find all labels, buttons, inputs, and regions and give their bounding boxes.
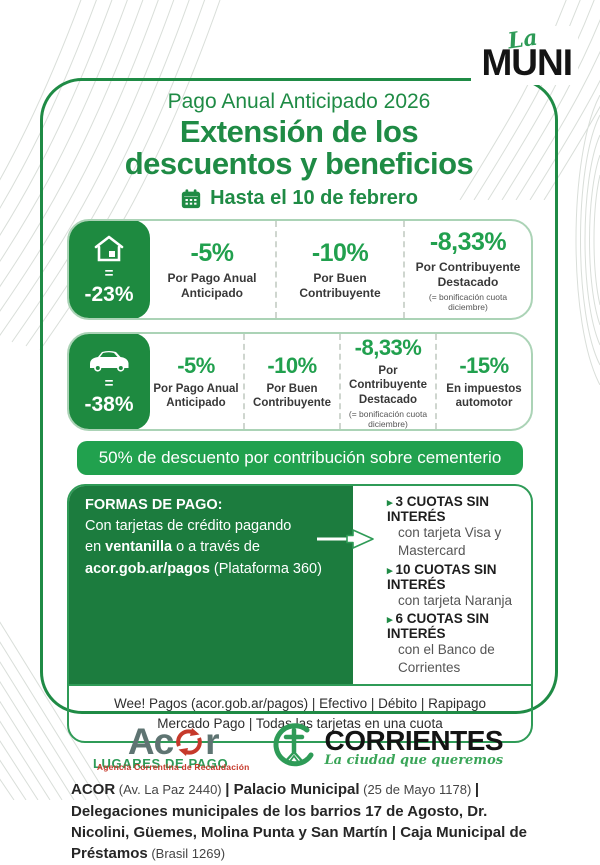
property-total-discount: -23%: [84, 283, 133, 306]
equals-sign: =: [105, 266, 114, 281]
benefit-item: -5% Por Pago Anual Anticipado: [149, 334, 243, 429]
corrientes-text: CORRIENTES La ciudad que queremos: [324, 727, 503, 768]
corrientes-tagline: La ciudad que queremos: [324, 753, 503, 768]
arrow-right-icon: [315, 526, 377, 552]
payment-url-text: acor.gob.ar/pagos: [85, 561, 210, 577]
benefit-label: Por Contribuyente Destacado: [409, 260, 527, 290]
installment-sub: con el Banco de Corrientes: [398, 641, 523, 676]
acor-tagline: Agencia Correntina de Recaudación: [97, 762, 250, 772]
acor-wordmark: Ac r: [128, 723, 219, 760]
triangle-bullet-icon: ▸: [387, 614, 393, 626]
installment-item: ▸6 CUOTAS SIN INTERÉS con el Banco de Co…: [387, 611, 523, 676]
deadline-text: Hasta el 10 de febrero: [210, 187, 418, 210]
installment-title: 6 CUOTAS SIN INTERÉS: [387, 611, 489, 641]
house-icon: [92, 234, 126, 264]
equals-sign: =: [105, 376, 114, 391]
benefit-label: Por Buen Contribuyente: [281, 271, 399, 301]
place-caja-address: (Brasil 1269): [148, 846, 225, 861]
other-methods-line1: Wee! Pagos (acor.gob.ar/pagos) | Efectiv…: [75, 694, 525, 714]
payment-places-section: LUGARES DE PAGO ACOR (Av. La Paz 2440) |…: [71, 756, 529, 864]
triangle-bullet-icon: ▸: [387, 497, 393, 509]
payment-top-row: FORMAS DE PAGO: Con tarjetas de crédito …: [69, 486, 531, 684]
benefit-label: Por Contribuyente Destacado: [345, 364, 431, 407]
page-title-line2: descuentos y beneficios: [43, 148, 555, 180]
cemetery-discount-banner: 50% de descuento por contribución sobre …: [77, 441, 523, 475]
benefit-label: Por Pago Anual Anticipado: [153, 271, 271, 301]
automotive-benefit-columns: -5% Por Pago Anual Anticipado -10% Por B…: [149, 334, 531, 429]
payment-body-line1: Con tarjetas de crédito pagando: [85, 518, 291, 534]
payment-forms-body: Con tarjetas de crédito pagando en venta…: [85, 516, 339, 579]
separator: |: [225, 781, 233, 798]
installments-list: ▸3 CUOTAS SIN INTERÉS con tarjeta Visa y…: [353, 486, 531, 684]
payment-body-ventanilla: ventanilla: [105, 539, 172, 555]
la-muni-logo: La MUNI: [471, 26, 578, 85]
automotive-total-tile: = -38%: [68, 333, 150, 430]
benefit-label: En impuestos automotor: [441, 382, 527, 411]
place-acor-address: (Av. La Paz 2440): [115, 782, 225, 797]
page-title-line1: Extensión de los: [43, 116, 555, 148]
benefit-item: -5% Por Pago Anual Anticipado: [149, 221, 275, 318]
benefit-percent: -10%: [312, 239, 368, 268]
benefit-note: (= bonificación cuota diciembre): [409, 292, 527, 312]
circular-arrows-icon: [174, 727, 204, 757]
benefit-item: -10% Por Buen Contribuyente: [243, 334, 339, 429]
place-acor: ACOR: [71, 781, 115, 798]
benefit-percent: -8,33%: [355, 335, 422, 361]
calendar-icon: [180, 188, 202, 210]
property-benefit-columns: -5% Por Pago Anual Anticipado -10% Por B…: [149, 221, 531, 318]
installment-sub: con tarjeta Visa y Mastercard: [398, 524, 523, 559]
benefit-item: -8,33% Por Contribuyente Destacado (= bo…: [403, 221, 531, 318]
installment-title: 3 CUOTAS SIN INTERÉS: [387, 494, 489, 524]
benefit-percent: -5%: [177, 353, 215, 379]
corrientes-emblem-icon: [271, 722, 317, 772]
decorative-arcs-right: [560, 95, 600, 385]
benefit-label: Por Buen Contribuyente: [249, 382, 335, 411]
car-icon: [87, 348, 131, 374]
installment-sub: con tarjeta Naranja: [398, 592, 523, 610]
flyer-page: { "colors": { "primary_green": "#1F8B45"…: [0, 0, 600, 800]
payment-forms-title: FORMAS DE PAGO:: [85, 497, 339, 513]
places-paragraph: ACOR (Av. La Paz 2440) | Palacio Municip…: [71, 779, 529, 864]
payment-body-line2-post: o a través de: [172, 539, 260, 555]
place-palacio: Palacio Municipal: [234, 781, 360, 798]
corrientes-name: CORRIENTES: [324, 727, 503, 755]
separator: |: [392, 824, 400, 841]
benefit-note: (= bonificación cuota diciembre): [345, 409, 431, 429]
automotive-benefits-card: = -38% -5% Por Pago Anual Anticipado -10…: [67, 332, 533, 431]
footer-logos: Ac r Agencia Correntina de Recaudación C…: [0, 722, 600, 772]
installment-item: ▸10 CUOTAS SIN INTERÉS con tarjeta Naran…: [387, 562, 523, 610]
benefit-percent: -10%: [267, 353, 316, 379]
triangle-bullet-icon: ▸: [387, 565, 393, 577]
installment-title: 10 CUOTAS SIN INTERÉS: [387, 562, 497, 592]
installment-item: ▸3 CUOTAS SIN INTERÉS con tarjeta Visa y…: [387, 494, 523, 559]
acor-logo: Ac r Agencia Correntina de Recaudación: [97, 723, 250, 772]
benefit-item: -10% Por Buen Contribuyente: [275, 221, 403, 318]
acor-wordmark-ac: Ac: [128, 723, 173, 760]
benefit-percent: -5%: [191, 239, 234, 268]
acor-wordmark-r: r: [205, 723, 218, 760]
property-total-tile: = -23%: [68, 220, 150, 319]
corrientes-logo: CORRIENTES La ciudad que queremos: [271, 722, 503, 772]
deadline-row: Hasta el 10 de febrero: [43, 187, 555, 210]
separator: |: [475, 781, 479, 798]
automotive-total-discount: -38%: [84, 393, 133, 416]
kicker-text: Pago Anual Anticipado 2026: [43, 90, 555, 114]
page-title: Extensión de los descuentos y beneficios: [43, 116, 555, 180]
payment-methods-card: FORMAS DE PAGO: Con tarjetas de crédito …: [67, 484, 533, 743]
main-frame: Pago Anual Anticipado 2026 Extensión de …: [40, 78, 558, 714]
payment-forms-panel: FORMAS DE PAGO: Con tarjetas de crédito …: [69, 486, 353, 684]
benefit-item: -8,33% Por Contribuyente Destacado (= bo…: [339, 334, 435, 429]
payment-body-line3-post: (Plataforma 360): [210, 561, 322, 577]
place-palacio-address: (25 de Mayo 1178): [360, 782, 475, 797]
benefit-percent: -15%: [459, 353, 508, 379]
benefit-percent: -8,33%: [430, 228, 506, 257]
property-benefits-card: = -23% -5% Por Pago Anual Anticipado -10…: [67, 219, 533, 320]
benefit-item: -15% En impuestos automotor: [435, 334, 531, 429]
payment-body-line2-pre: en: [85, 539, 105, 555]
benefit-label: Por Pago Anual Anticipado: [153, 382, 239, 411]
